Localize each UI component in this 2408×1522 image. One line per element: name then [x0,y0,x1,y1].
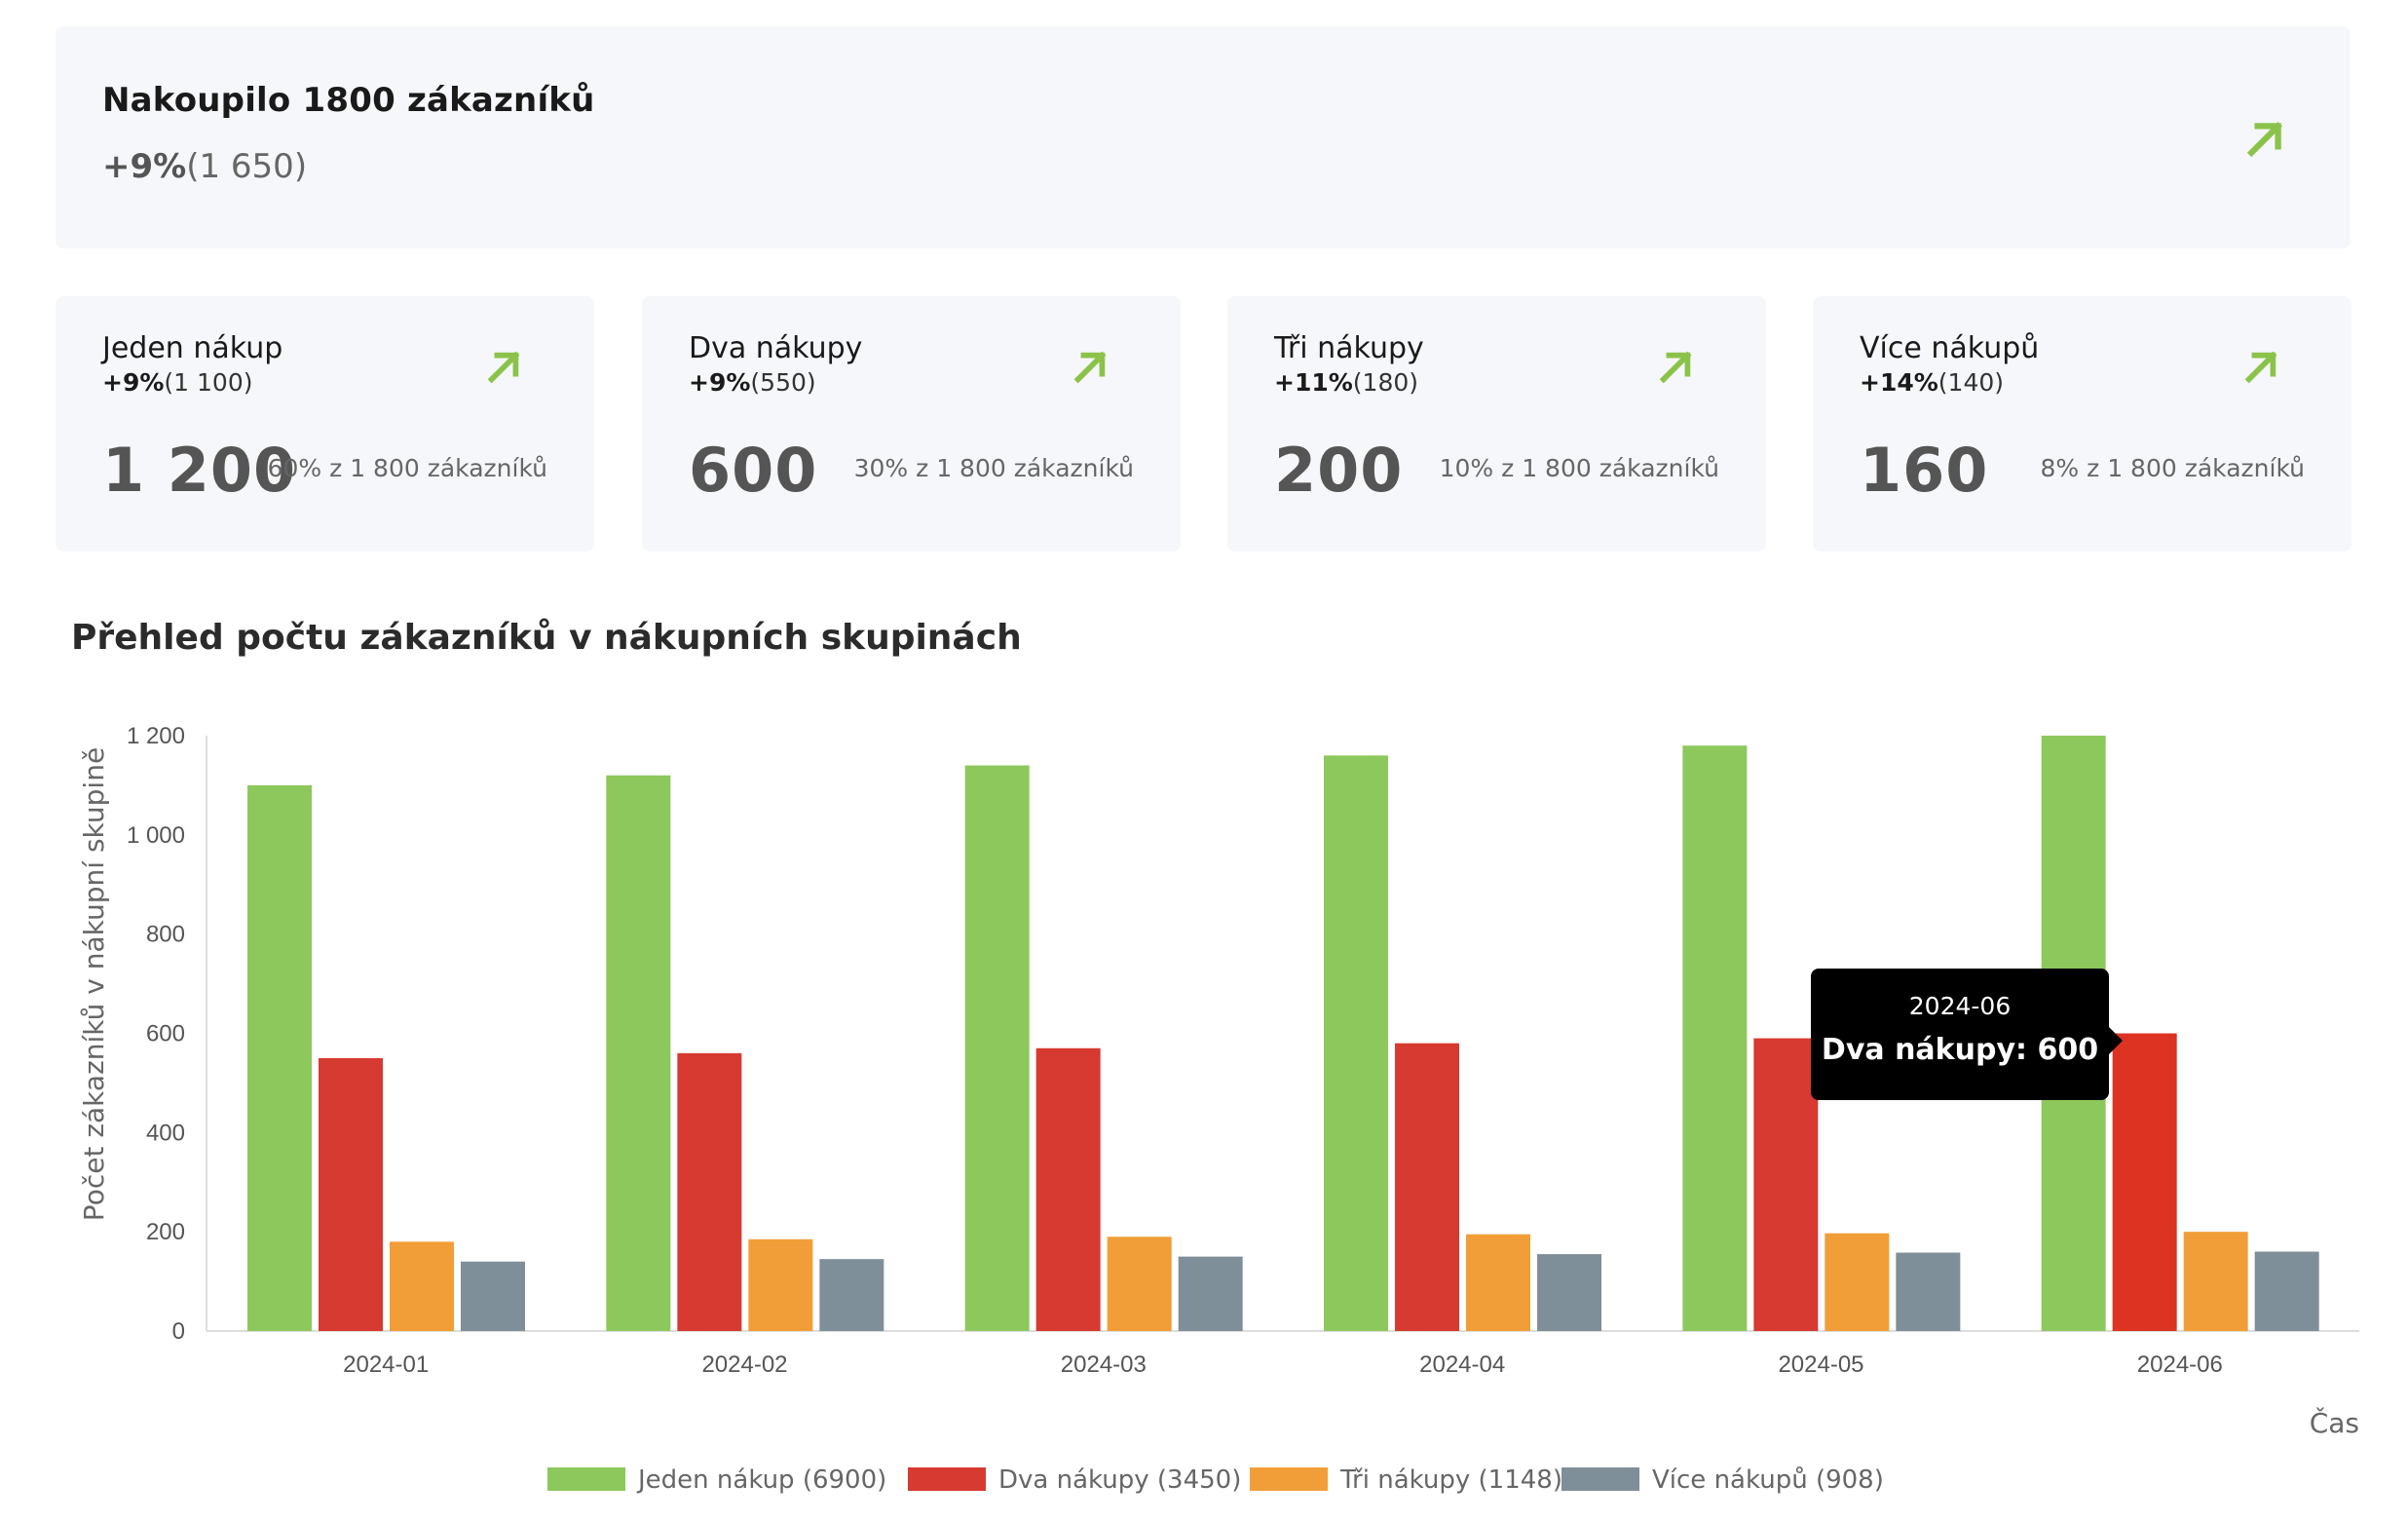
stat-change-percent: +14% [1860,368,1938,397]
bar-2024-02-series-3 [819,1259,884,1331]
bar-2024-06-series-3 [2254,1251,2319,1331]
arrow-up-right-icon [1659,351,1692,384]
stat-label: Jeden nákup [102,331,283,365]
bar-2024-01-series-2 [390,1241,454,1331]
legend-swatch-2 [1250,1467,1328,1491]
bar-2024-03-series-3 [1178,1256,1243,1331]
legend-label-0: Jeden nákup (6900) [636,1465,886,1495]
stat-card-dva-nakupy: Dva nákupy +9%(550) 600 30% z 1 800 záka… [642,296,1181,552]
stat-card-vice-nakupu: Více nákupů +14%(140) 160 8% z 1 800 zák… [1813,296,2352,552]
stat-card-tri-nakupy: Tři nákupy +11%(180) 200 10% z 1 800 zák… [1227,296,1766,552]
stat-previous: (140) [1938,368,2005,397]
y-tick-label: 400 [146,1120,185,1146]
bar-2024-03-series-0 [964,765,1030,1331]
bar-2024-05-series-0 [1682,745,1748,1331]
arrow-up-right-icon [487,351,520,384]
x-axis-title: Čas [2310,1406,2359,1439]
summary-change-percent: +9% [102,147,187,186]
y-tick-label: 600 [146,1021,185,1047]
stat-share: 30% z 1 800 zákazníků [853,454,1134,482]
bar-2024-05-series-3 [1896,1252,1961,1331]
x-tick-label: 2024-03 [1061,1351,1147,1378]
bar-2024-01-series-1 [319,1057,383,1331]
y-tick-label: 1 000 [127,822,185,849]
stat-change-percent: +11% [1274,368,1353,397]
legend-swatch-1 [908,1467,986,1491]
stat-share: 8% z 1 800 zákazníků [2040,454,2305,482]
stat-change: +9%(550) [689,368,816,397]
bar-2024-04-series-3 [1537,1254,1601,1331]
stat-card-jeden-nakup: Jeden nákup +9%(1 100) 1 200 60% z 1 800… [56,296,594,552]
bar-2024-02-series-1 [677,1052,742,1331]
legend-label-3: Více nákupů (908) [1652,1465,1884,1495]
x-tick-label: 2024-06 [2137,1351,2223,1378]
stat-share: 60% z 1 800 zákazníků [267,454,547,482]
stat-value: 1 200 [102,435,297,506]
bar-2024-04-series-1 [1395,1043,1459,1331]
stat-label: Tři nákupy [1274,331,1424,365]
stat-change: +11%(180) [1274,368,1418,397]
stat-label: Dva nákupy [689,331,863,365]
stat-value: 600 [689,435,818,506]
bar-2024-05-series-2 [1825,1233,1890,1331]
tooltip-value: Dva nákupy: 600 [1821,1033,2099,1067]
tooltip-date: 2024-06 [1908,992,2012,1020]
bar-2024-06-series-2 [2183,1232,2248,1331]
stat-previous: (180) [1352,368,1419,397]
y-tick-label: 0 [172,1318,185,1345]
bar-2024-06-series-1 [2112,1033,2177,1331]
stat-previous: (550) [750,368,816,397]
stat-share: 10% z 1 800 zákazníků [1439,454,1719,482]
y-tick-label: 1 200 [127,723,185,749]
summary-title: Nakoupilo 1800 zákazníků [102,81,595,120]
bar-2024-03-series-2 [1107,1237,1172,1331]
stat-change-percent: +9% [689,368,751,397]
bar-2024-02-series-0 [606,775,671,1331]
legend-swatch-0 [547,1467,625,1491]
summary-card: Nakoupilo 1800 zákazníků +9%(1 650) [56,26,2351,248]
stat-value: 160 [1860,435,1989,506]
y-tick-label: 800 [146,922,185,948]
bar-2024-01-series-0 [247,784,312,1331]
bar-2024-04-series-2 [1466,1234,1530,1331]
y-tick-label: 200 [146,1219,185,1245]
bar-2024-05-series-1 [1753,1038,1819,1331]
bar-2024-02-series-2 [748,1238,813,1331]
bar-2024-01-series-3 [461,1261,525,1331]
bar-2024-04-series-0 [1324,755,1388,1331]
arrow-up-right-icon [2246,121,2283,158]
bar-2024-03-series-1 [1035,1047,1101,1331]
x-tick-label: 2024-01 [343,1351,429,1378]
x-tick-label: 2024-05 [1778,1351,1863,1378]
stat-change: +14%(140) [1860,368,2004,397]
x-tick-label: 2024-02 [701,1351,787,1378]
section-title: Přehled počtu zákazníků v nákupních skup… [71,618,1022,658]
stat-change-percent: +9% [102,368,165,397]
arrow-up-right-icon [2244,351,2277,384]
legend-swatch-3 [1561,1467,1639,1491]
legend-label-1: Dva nákupy (3450) [998,1465,1241,1495]
stat-value: 200 [1274,435,1404,506]
stat-previous: (1 100) [164,368,253,397]
summary-previous: (1 650) [186,147,308,186]
stat-change: +9%(1 100) [102,368,252,397]
x-tick-label: 2024-04 [1419,1351,1505,1378]
y-axis-title: Počet zákazníků v nákupní skupině [78,747,110,1221]
summary-change: +9%(1 650) [102,147,307,186]
chart-tooltip: 2024-06 Dva nákupy: 600 [1811,969,2123,1100]
legend-label-2: Tři nákupy (1148) [1339,1465,1562,1495]
arrow-up-right-icon [1073,351,1107,384]
stat-label: Více nákupů [1860,331,2040,365]
